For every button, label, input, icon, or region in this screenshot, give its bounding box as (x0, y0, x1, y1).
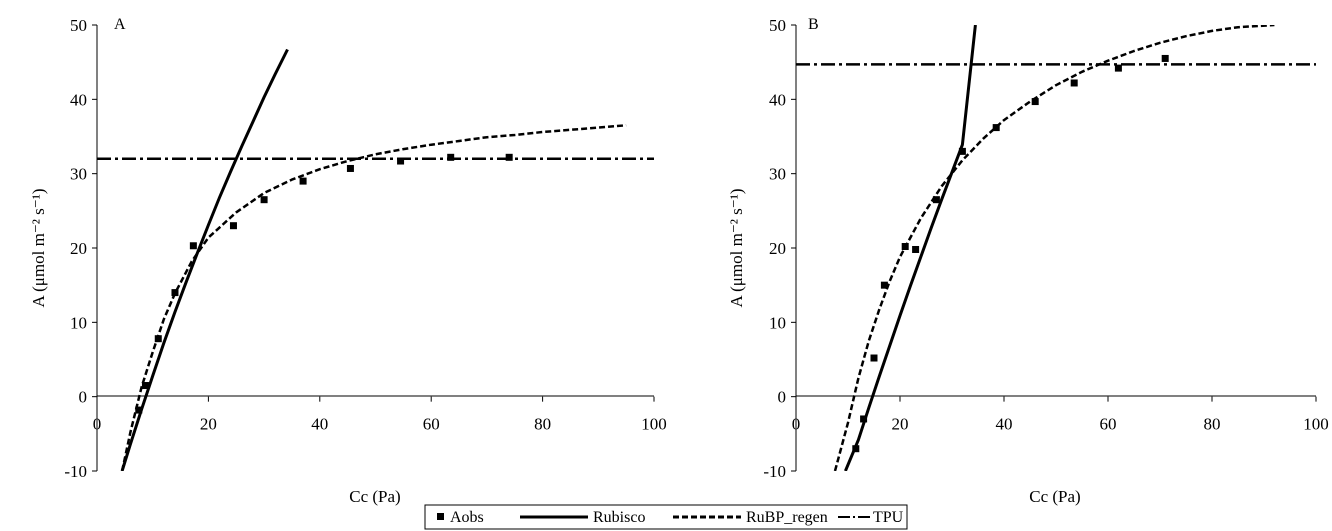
panel-b-y-tick-label: 40 (769, 90, 786, 109)
panel-a-x-tick-label: 0 (93, 415, 102, 434)
panel-a-series-rubp-regen-line (120, 124, 627, 471)
panel-b-series-rubisco-line (844, 25, 977, 471)
panel-b-y-tick-label: 0 (778, 388, 787, 407)
panel-a-aobs-point (447, 153, 455, 161)
panel-a-aobs-point (397, 157, 405, 165)
panel-b-x-tick-label: 20 (892, 415, 909, 434)
panel-b-y-axis-title: A (μmol m⁻² s⁻¹) (727, 189, 746, 308)
panel-a-x-axis-title: Cc (Pa) (349, 487, 400, 506)
panel-a-x-tick-label: 20 (200, 415, 217, 434)
panel-b-aobs-point (1161, 54, 1169, 62)
panel-b-x-tick-label: 0 (792, 415, 801, 434)
legend-item-rubp-regen: RuBP_regen (673, 509, 828, 526)
legend-item-aobs: Aobs (437, 509, 484, 526)
legend-aobs-marker (437, 513, 444, 520)
panel-a-series-aobs (135, 153, 513, 414)
panel-a-aobs-point (505, 153, 513, 161)
legend-rubisco-label: Rubisco (593, 509, 645, 526)
panel-a-y-axis-title: A (μmol m⁻² s⁻¹) (29, 189, 48, 308)
panel-b-plot-area (796, 25, 1316, 471)
legend-item-tpu: TPU (838, 509, 904, 526)
panel-b-y-tick-label: -10 (763, 462, 786, 481)
panel-b-x-tick-group: 0 20 40 60 80 100 (792, 396, 1329, 434)
panel-a-x-tick-label: 80 (534, 415, 551, 434)
panel-b: -10 0 10 20 30 40 50 0 20 40 60 80 100 B Cc (Pa) A … (727, 16, 1329, 506)
panel-a-y-tick-label: 50 (70, 16, 87, 35)
legend-aobs-label: Aobs (450, 509, 484, 526)
panel-a-plot-area (97, 48, 654, 471)
panel-a-x-tick-label: 100 (641, 415, 667, 434)
panel-a-label: A (114, 16, 126, 33)
legend-tpu-label: TPU (873, 509, 904, 526)
panel-b-y-tick-label: 50 (769, 16, 786, 35)
panel-a-y-tick-label: 10 (70, 313, 87, 332)
panel-a-aobs-point (135, 406, 143, 414)
panel-b-x-tick-label: 100 (1303, 415, 1329, 434)
panel-a-aobs-point (260, 196, 268, 204)
panel-b-aobs-point (912, 245, 920, 253)
panel-b-y-tick-group: -10 0 10 20 30 40 50 (763, 16, 796, 481)
panel-a-y-tick-label: 40 (70, 90, 87, 109)
panel-a-aobs-point (299, 177, 307, 185)
panel-a-aobs-point (346, 164, 354, 172)
panel-b-y-tick-label: 10 (769, 313, 786, 332)
panel-a-aobs-point (189, 242, 197, 250)
panel-b-aobs-point (932, 196, 940, 204)
panel-a-y-tick-label: -10 (64, 462, 87, 481)
panel-a: -10 0 10 20 30 40 50 0 20 40 60 80 100 A Cc (Pa) A … (29, 16, 667, 506)
panel-a-x-tick-label: 40 (311, 415, 328, 434)
legend-item-rubisco: Rubisco (520, 509, 645, 526)
panel-a-y-tick-group: -10 0 10 20 30 40 50 (64, 16, 97, 481)
panel-b-x-tick-label: 40 (996, 415, 1013, 434)
panel-b-aobs-point (870, 354, 878, 362)
panel-b-series-rubp-regen-line (833, 25, 1275, 471)
panel-a-x-tick-label: 60 (423, 415, 440, 434)
panel-a-aobs-point (141, 382, 149, 390)
panel-b-label: B (808, 16, 819, 33)
panel-b-axes: -10 0 10 20 30 40 50 0 20 40 60 80 100 (763, 16, 1328, 481)
panel-b-aobs-point (880, 281, 888, 289)
panel-b-aobs-point (958, 147, 966, 155)
panel-b-aobs-point (1070, 79, 1078, 87)
panel-a-x-tick-group: 0 20 40 60 80 100 (93, 396, 667, 434)
panel-a-series-rubisco-line (120, 48, 289, 471)
panel-a-axes: -10 0 10 20 30 40 50 0 20 40 60 80 100 (64, 16, 666, 481)
panel-b-aobs-point (992, 124, 1000, 132)
panel-b-x-axis-title: Cc (Pa) (1029, 487, 1080, 506)
panel-b-y-tick-label: 20 (769, 239, 786, 258)
panel-b-aobs-point (1031, 98, 1039, 106)
panel-b-y-tick-label: 30 (769, 165, 786, 184)
panel-a-y-tick-label: 20 (70, 239, 87, 258)
panel-a-y-tick-label: 0 (79, 388, 88, 407)
panel-a-y-tick-label: 30 (70, 165, 87, 184)
legend-rubp-regen-label: RuBP_regen (746, 509, 828, 526)
panel-a-aobs-point (171, 289, 179, 297)
legend-box (424, 504, 908, 530)
panel-b-x-tick-label: 60 (1100, 415, 1117, 434)
panel-a-aobs-point (229, 222, 237, 230)
panel-b-x-tick-label: 80 (1204, 415, 1221, 434)
legend: Aobs Rubisco RuBP_regen TPU (424, 504, 908, 530)
panel-b-aobs-point (1114, 64, 1122, 72)
